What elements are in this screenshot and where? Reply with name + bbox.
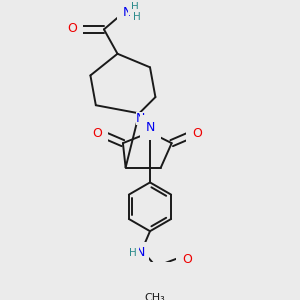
Text: CH₃: CH₃	[145, 292, 166, 300]
Text: N: N	[146, 121, 155, 134]
Text: O: O	[182, 253, 192, 266]
Text: O: O	[67, 22, 77, 35]
Text: O: O	[193, 127, 202, 140]
Text: N: N	[136, 246, 145, 259]
Text: N: N	[123, 6, 133, 19]
Text: H: H	[131, 2, 139, 12]
Text: N: N	[136, 112, 145, 125]
Text: H: H	[133, 12, 141, 22]
Text: O: O	[92, 127, 102, 140]
Text: H: H	[129, 248, 137, 258]
